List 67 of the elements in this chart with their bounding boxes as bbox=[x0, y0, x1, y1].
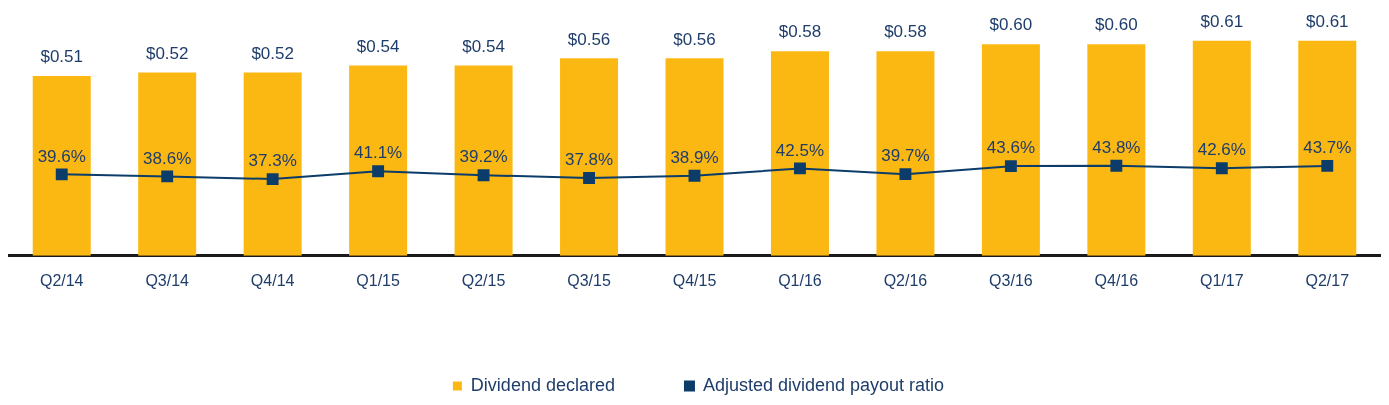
x-tick-label: Q3/15 bbox=[567, 271, 611, 289]
point bbox=[1321, 159, 1334, 172]
point bbox=[161, 170, 174, 183]
x-tick-label: Q2/15 bbox=[461, 271, 506, 289]
bar bbox=[1298, 40, 1357, 256]
x-tick-label: Q2/14 bbox=[39, 271, 84, 289]
x-tick-label: Q1/16 bbox=[778, 271, 822, 289]
data-label: $0.60 bbox=[989, 15, 1033, 35]
data-label: 37.3% bbox=[248, 151, 297, 171]
bar bbox=[243, 72, 302, 256]
point bbox=[372, 165, 385, 178]
point bbox=[1004, 160, 1017, 173]
point bbox=[794, 162, 806, 175]
point bbox=[1110, 159, 1123, 172]
data-label: $0.54 bbox=[356, 36, 400, 56]
x-tick-label: Q2/16 bbox=[883, 271, 928, 289]
data-label: 41.1% bbox=[354, 143, 403, 163]
data-label: $0.54 bbox=[462, 36, 505, 56]
bar bbox=[560, 58, 619, 256]
data-label: 38.6% bbox=[143, 148, 192, 168]
point bbox=[899, 168, 912, 181]
data-label: 43.6% bbox=[986, 138, 1035, 158]
point bbox=[266, 173, 279, 186]
bar bbox=[876, 51, 935, 256]
bar bbox=[1087, 44, 1146, 256]
point bbox=[1215, 162, 1228, 175]
bar bbox=[770, 51, 829, 256]
point bbox=[688, 169, 701, 182]
data-label: $0.60 bbox=[1095, 15, 1138, 35]
data-label: 38.9% bbox=[670, 147, 719, 167]
x-tick-label: Q2/17 bbox=[1305, 271, 1350, 289]
data-label: $0.52 bbox=[145, 43, 189, 63]
point bbox=[583, 172, 595, 185]
data-label: $0.56 bbox=[673, 29, 716, 49]
bar bbox=[981, 44, 1040, 256]
data-label: 43.8% bbox=[1092, 137, 1141, 157]
data-label: $0.56 bbox=[567, 29, 611, 49]
data-label: 42.5% bbox=[775, 140, 825, 160]
bar bbox=[349, 65, 408, 256]
x-tick-label: Q3/14 bbox=[145, 271, 190, 289]
bar bbox=[138, 72, 197, 256]
point bbox=[477, 169, 490, 182]
data-label: 39.2% bbox=[459, 147, 508, 167]
data-label: $0.61 bbox=[1200, 11, 1244, 31]
x-tick-label: Q4/15 bbox=[672, 271, 717, 289]
data-label: $0.52 bbox=[251, 43, 294, 63]
legend-label: Adjusted dividend payout ratio bbox=[702, 374, 945, 395]
bar bbox=[32, 75, 91, 256]
legend-label: Dividend declared bbox=[470, 374, 615, 395]
data-label: $0.61 bbox=[1306, 11, 1349, 31]
data-label: 39.7% bbox=[881, 146, 930, 166]
data-label: 37.8% bbox=[564, 150, 614, 170]
data-label: 39.6% bbox=[37, 146, 86, 166]
point bbox=[55, 168, 68, 181]
x-tick-label: Q1/15 bbox=[356, 271, 401, 289]
x-tick-label: Q4/16 bbox=[1094, 271, 1139, 289]
x-tick-label: Q4/14 bbox=[250, 271, 295, 289]
data-label: 43.7% bbox=[1303, 138, 1352, 158]
data-label: $0.51 bbox=[40, 47, 83, 67]
bar bbox=[454, 65, 513, 256]
data-label: $0.58 bbox=[778, 22, 822, 42]
data-label: $0.58 bbox=[884, 22, 927, 42]
data-label: 42.6% bbox=[1197, 140, 1246, 160]
x-tick-label: Q3/16 bbox=[989, 271, 1033, 289]
bar bbox=[665, 58, 724, 256]
bar bbox=[1192, 40, 1251, 256]
x-tick-label: Q1/17 bbox=[1200, 271, 1244, 289]
